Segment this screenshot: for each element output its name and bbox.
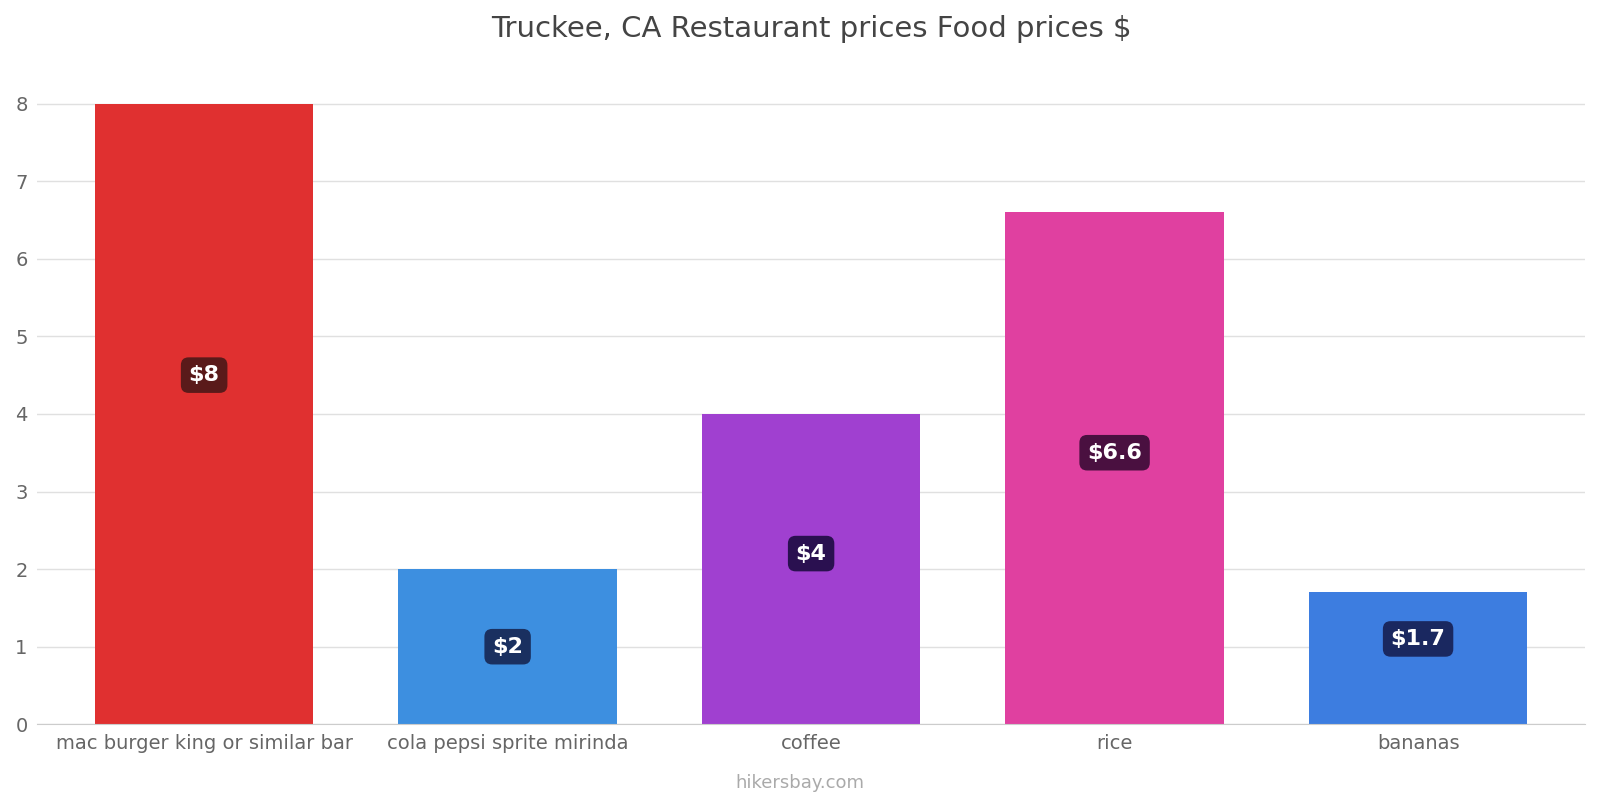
Text: $1.7: $1.7 — [1390, 629, 1445, 649]
Bar — [94, 103, 314, 724]
Text: hikersbay.com: hikersbay.com — [736, 774, 864, 792]
Text: $8: $8 — [189, 365, 219, 385]
Text: $2: $2 — [493, 637, 523, 657]
Title: Truckee, CA Restaurant prices Food prices $: Truckee, CA Restaurant prices Food price… — [491, 15, 1131, 43]
Bar — [398, 569, 618, 724]
Text: $4: $4 — [795, 543, 827, 563]
Text: $6.6: $6.6 — [1086, 442, 1142, 462]
Bar — [1309, 592, 1528, 724]
Bar — [1005, 212, 1224, 724]
Bar — [702, 414, 920, 724]
